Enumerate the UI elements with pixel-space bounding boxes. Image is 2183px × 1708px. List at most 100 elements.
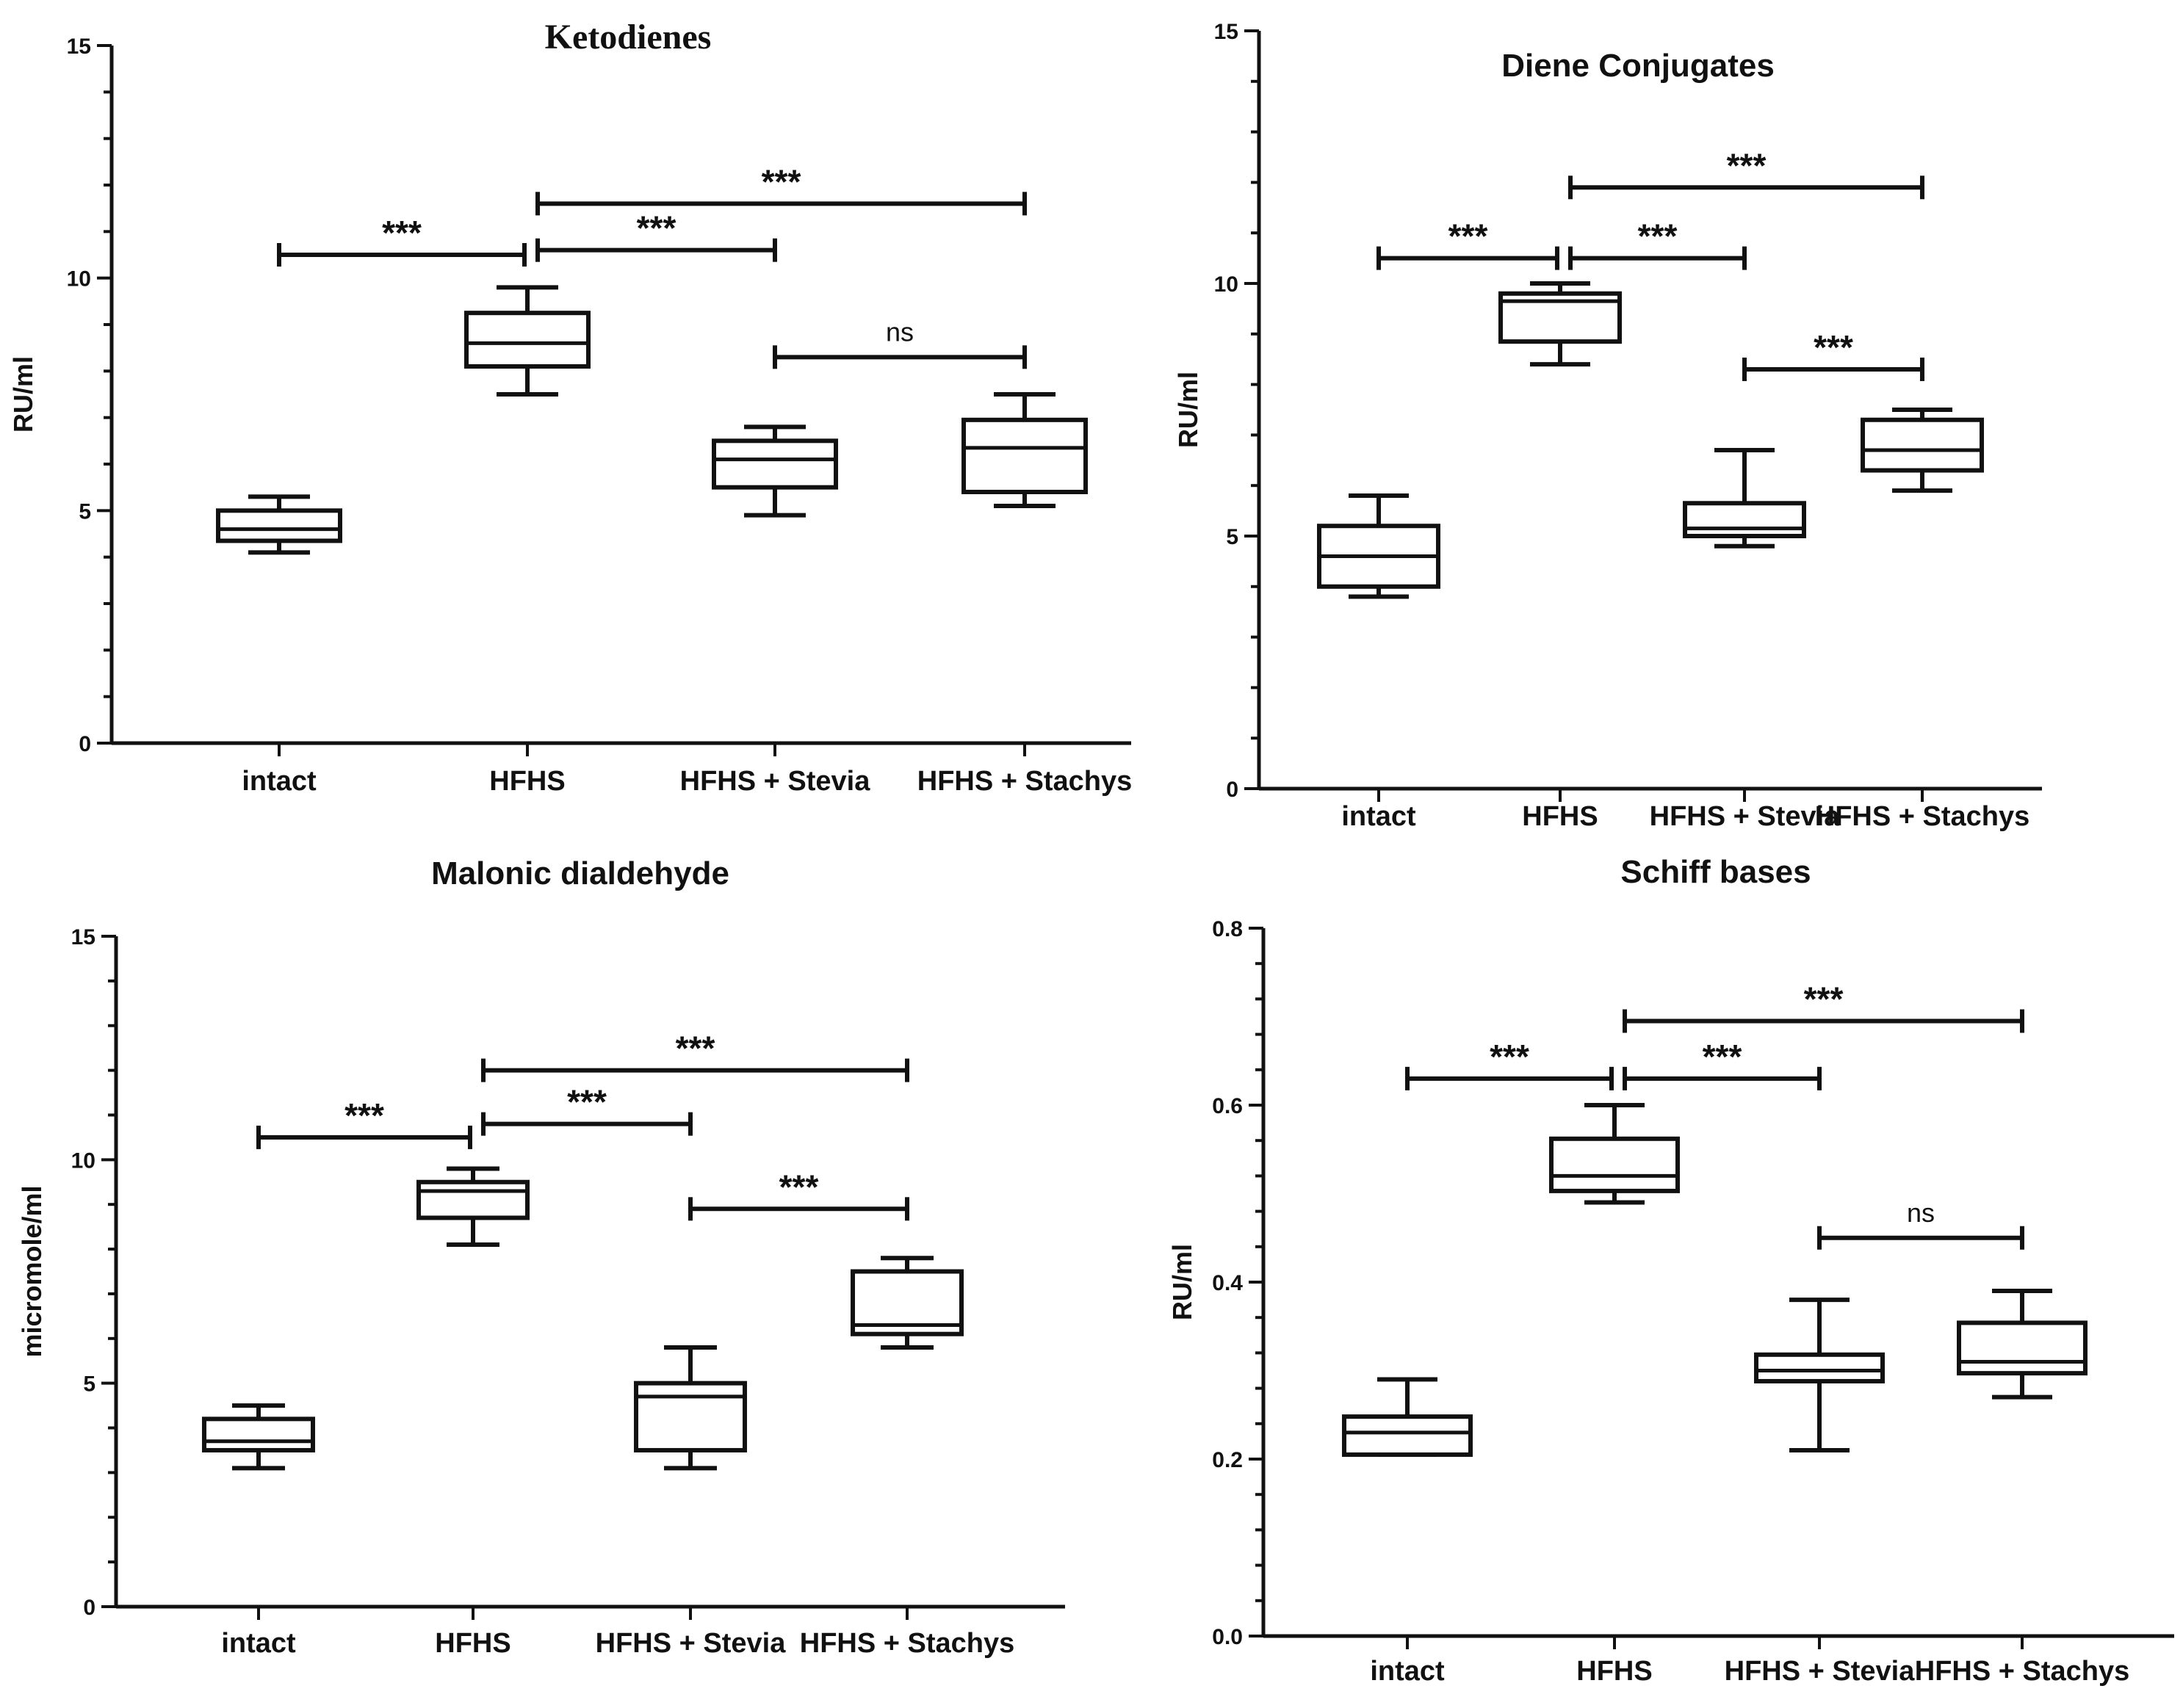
significance-bracket: ns — [773, 316, 1027, 369]
box-hfhs-stachys — [961, 392, 1088, 508]
category-label: HFHS — [435, 1628, 510, 1659]
box-hfhs-stachys — [851, 1256, 964, 1350]
category-label: HFHS + Stevia — [1725, 1656, 1916, 1687]
significance-label: *** — [1814, 328, 1853, 366]
y-tick-label: 5 — [79, 499, 91, 524]
category-label: HFHS — [489, 766, 565, 797]
category-label: HFHS — [1576, 1656, 1652, 1687]
significance-bracket: *** — [256, 1096, 472, 1149]
y-tick-label: 10 — [71, 1148, 95, 1173]
y-axis-label: RU/ml — [8, 356, 38, 433]
ns-label: ns — [886, 316, 914, 347]
significance-label: *** — [762, 162, 801, 200]
y-tick-label: 10 — [1214, 272, 1238, 297]
chart-title: Schiff bases — [1620, 854, 1811, 890]
significance-bracket: ns — [1817, 1198, 2024, 1250]
y-axis-label: RU/ml — [1167, 1244, 1197, 1320]
category-label: HFHS + Stevia — [680, 766, 871, 797]
y-tick-label: 0.0 — [1212, 1625, 1243, 1649]
y-tick-label: 15 — [67, 35, 91, 59]
box-hfhs-stachys — [1861, 408, 1984, 493]
box-hfhs — [1498, 281, 1622, 367]
significance-bracket: *** — [1568, 146, 1924, 200]
significance-label: *** — [779, 1168, 819, 1206]
significance-bracket: *** — [688, 1168, 909, 1221]
category-label: HFHS + Stachys — [1815, 801, 2030, 832]
ns-label: ns — [1907, 1198, 1935, 1228]
significance-bracket: *** — [1623, 980, 2024, 1033]
significance-bracket: *** — [481, 1083, 693, 1136]
category-label: intact — [221, 1628, 296, 1659]
category-label: HFHS + Stevia — [1650, 801, 1841, 832]
y-axis-label: micromole/ml — [17, 1185, 47, 1357]
y-tick-label: 5 — [83, 1372, 95, 1397]
significance-label: *** — [637, 209, 676, 247]
significance-label: *** — [567, 1083, 607, 1121]
category-label: HFHS + Stachys — [1915, 1656, 2130, 1687]
category-label: HFHS + Stachys — [917, 766, 1133, 797]
box-hfhs-stevia — [1754, 1298, 1885, 1452]
chart-title: Ketodienes — [545, 18, 712, 57]
significance-bracket: *** — [1742, 328, 1924, 381]
chart-malonic-dialdehyde: Malonic dialdehyde 0 5 10 15 micromole/ml inta… — [17, 855, 1065, 1659]
significance-bracket: *** — [1405, 1038, 1614, 1090]
iqr-box — [464, 311, 591, 369]
significance-bracket: *** — [481, 1029, 909, 1082]
y-tick-label: 0.2 — [1212, 1448, 1243, 1472]
chart-ketodienes: Ketodienes 0 5 10 15 RU/ml intact HFHS HFHS + St… — [8, 18, 1132, 797]
significance-label: *** — [1804, 980, 1844, 1018]
box-intact — [1317, 493, 1440, 599]
y-tick-label: 5 — [1226, 525, 1238, 549]
iqr-box — [1754, 1352, 1885, 1383]
chart-diene-conjugates: Diene Conjugates 0 5 10 15 RU/ml intact HFHS HFH… — [1173, 20, 2042, 832]
significance-label: *** — [1448, 217, 1488, 256]
category-label: HFHS + Stevia — [596, 1628, 787, 1659]
box-intact — [202, 1403, 315, 1471]
significance-bracket: *** — [535, 162, 1027, 216]
box-hfhs-stachys — [1957, 1289, 2088, 1400]
iqr-box — [712, 438, 838, 490]
category-label: intact — [242, 766, 317, 797]
iqr-box — [1549, 1136, 1680, 1193]
y-axis-label: RU/ml — [1173, 372, 1203, 448]
y-tick-label: 15 — [71, 925, 95, 949]
category-label: intact — [1370, 1656, 1445, 1687]
box-hfhs-stevia — [1683, 448, 1806, 549]
category-label: intact — [1341, 801, 1416, 832]
y-tick-label: 0 — [79, 732, 91, 756]
significance-bracket: *** — [277, 214, 527, 267]
iqr-box — [202, 1416, 315, 1452]
category-label: HFHS + Stachys — [800, 1628, 1015, 1659]
y-tick-label: 10 — [67, 267, 91, 292]
iqr-box — [1683, 501, 1806, 539]
y-tick-label: 0 — [1226, 778, 1238, 802]
significance-bracket: *** — [1568, 217, 1747, 270]
significance-label: *** — [1638, 217, 1678, 256]
chart-title: Malonic dialdehyde — [431, 855, 729, 891]
y-tick-label: 0.6 — [1212, 1094, 1243, 1118]
box-hfhs-stevia — [712, 424, 838, 518]
y-tick-label: 0.8 — [1212, 917, 1243, 941]
box-hfhs — [464, 285, 591, 397]
box-hfhs — [416, 1166, 530, 1247]
iqr-box — [1342, 1414, 1473, 1457]
y-tick-label: 15 — [1214, 20, 1238, 44]
iqr-box — [634, 1380, 747, 1452]
iqr-box — [961, 417, 1088, 494]
y-tick-label: 0.4 — [1212, 1271, 1243, 1295]
iqr-box — [1957, 1320, 2088, 1376]
significance-bracket: *** — [1623, 1038, 1822, 1090]
chart-schiff-bases: Schiff bases 0.0 0.2 0.4 0.6 0.8 RU/ml intact HF… — [1167, 854, 2174, 1687]
box-hfhs — [1549, 1103, 1680, 1205]
significance-label: *** — [344, 1096, 384, 1135]
iqr-box — [216, 508, 342, 543]
iqr-box — [1861, 417, 1984, 473]
significance-label: *** — [1727, 146, 1767, 184]
box-hfhs-stevia — [634, 1345, 747, 1471]
chart-title: Diene Conjugates — [1501, 48, 1775, 84]
significance-label: *** — [382, 214, 422, 252]
significance-label: *** — [1490, 1038, 1529, 1076]
significance-bracket: *** — [535, 209, 777, 262]
significance-label: *** — [676, 1029, 715, 1068]
